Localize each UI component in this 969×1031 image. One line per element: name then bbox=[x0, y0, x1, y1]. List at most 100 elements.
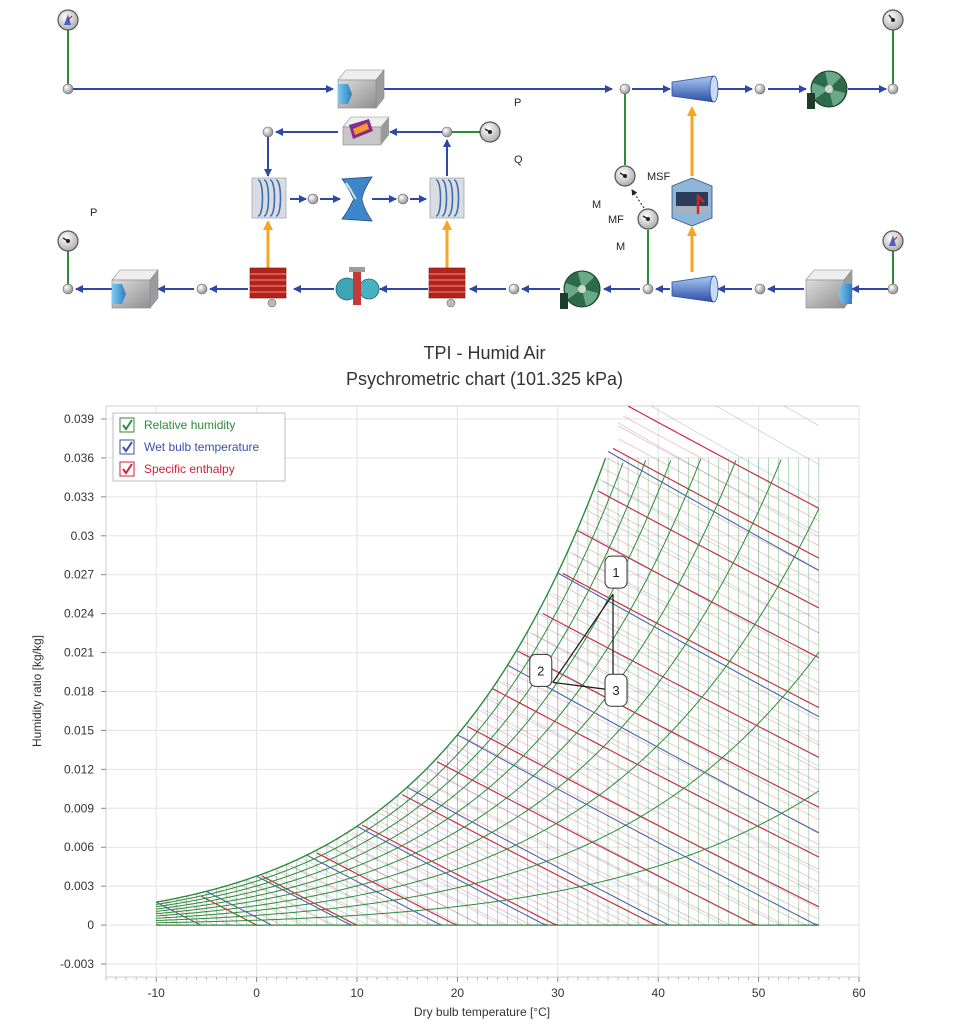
rh-curve bbox=[156, 460, 672, 910]
node[interactable] bbox=[62, 283, 74, 295]
air-source-gauge-icon[interactable] bbox=[882, 9, 904, 31]
duct-icon[interactable] bbox=[337, 69, 385, 109]
msf-gauge-icon[interactable] bbox=[614, 165, 636, 187]
enthalpy-line bbox=[472, 716, 819, 895]
legend-item-relative-humidity[interactable]: Relative humidity bbox=[119, 417, 235, 433]
state-point-2[interactable]: 2 bbox=[529, 653, 553, 687]
node[interactable] bbox=[62, 83, 74, 95]
node[interactable] bbox=[754, 83, 766, 95]
y-tick-label: 0.027 bbox=[64, 568, 94, 582]
y-tick-label: 0.039 bbox=[64, 412, 94, 426]
node[interactable] bbox=[262, 126, 274, 138]
enthalpy-line bbox=[291, 865, 408, 926]
x-tick-label: 50 bbox=[752, 986, 766, 1000]
enthalpy-line bbox=[612, 447, 820, 559]
wet-bulb-line bbox=[547, 593, 819, 743]
enthalpy-line bbox=[452, 743, 809, 926]
enthalpy-line bbox=[326, 845, 483, 926]
x-tick-label: 60 bbox=[852, 986, 866, 1000]
wet-bulb-line bbox=[356, 825, 548, 926]
rh-curve bbox=[156, 459, 782, 917]
legend-label: Relative humidity bbox=[144, 418, 235, 432]
label-msf: MSF bbox=[647, 171, 671, 183]
wet-bulb-line bbox=[487, 695, 819, 873]
state-point-label: 3 bbox=[612, 683, 619, 698]
label-p-left: P bbox=[90, 207, 97, 219]
wet-bulb-line bbox=[296, 859, 423, 926]
enthalpy-line bbox=[607, 458, 819, 571]
fan-icon[interactable] bbox=[560, 270, 601, 309]
state-point-label: 1 bbox=[612, 565, 619, 580]
node[interactable] bbox=[642, 283, 654, 295]
enthalpy-line bbox=[467, 725, 820, 908]
rh-curve bbox=[156, 459, 737, 915]
enthalpy-line bbox=[381, 809, 609, 926]
y-tick-label: 0.036 bbox=[64, 451, 94, 465]
enthalpy-line bbox=[181, 898, 237, 926]
label-q: Q bbox=[514, 154, 523, 166]
wet-bulb-line bbox=[366, 819, 573, 926]
enthalpy-line bbox=[482, 708, 819, 883]
legend-item-specific-enthalpy[interactable]: Specific enthalpy bbox=[119, 461, 235, 477]
legend-item-wet-bulb[interactable]: Wet bulb temperature bbox=[119, 439, 259, 455]
label-m2: M bbox=[616, 241, 625, 253]
air-source-gauge-icon[interactable] bbox=[57, 9, 79, 31]
nozzle-icon[interactable] bbox=[671, 75, 719, 103]
label-mf: MF bbox=[608, 214, 624, 226]
node[interactable] bbox=[887, 83, 899, 95]
y-tick-label: 0.033 bbox=[64, 490, 94, 504]
node[interactable] bbox=[754, 283, 766, 295]
enthalpy-line bbox=[447, 754, 784, 926]
chart-subtitle: Psychrometric chart (101.325 kPa) bbox=[345, 369, 624, 389]
rh-curve bbox=[156, 462, 624, 905]
psychrometric-chart: 1 2 3 -10 0 10 20 30 40 50 60 0.039 0.036 0.033 0.03 0… bbox=[30, 335, 866, 1019]
y-tick-label: 0.021 bbox=[64, 646, 94, 660]
state-point-1[interactable]: 1 bbox=[604, 555, 628, 589]
pump-icon[interactable] bbox=[335, 267, 380, 305]
y-tick-label: 0.024 bbox=[64, 607, 94, 621]
node[interactable] bbox=[441, 126, 453, 138]
axis-ticks: -10 0 10 20 30 40 50 600.0390.0360.0330.030.027… bbox=[60, 412, 866, 1000]
enthalpy-line bbox=[401, 794, 659, 926]
state-point-3[interactable]: 3 bbox=[604, 673, 628, 707]
wet-bulb-line bbox=[336, 838, 503, 926]
node[interactable] bbox=[508, 283, 520, 295]
node[interactable] bbox=[397, 193, 409, 205]
wet-bulb-line bbox=[527, 631, 819, 790]
node[interactable] bbox=[196, 283, 208, 295]
checkbox-icon bbox=[122, 419, 133, 431]
heater-icon[interactable] bbox=[249, 267, 287, 308]
fan-icon[interactable] bbox=[807, 70, 848, 109]
coil-icon[interactable] bbox=[429, 177, 465, 219]
outlet-gauge-icon[interactable] bbox=[57, 230, 79, 252]
humidifier-icon[interactable] bbox=[671, 177, 713, 227]
enthalpy-line bbox=[361, 824, 558, 926]
wet-bulb-line bbox=[668, 335, 819, 342]
mf-gauge-icon[interactable] bbox=[637, 208, 659, 230]
y-tick-label: 0.012 bbox=[64, 762, 94, 776]
wet-bulb-line bbox=[386, 803, 619, 926]
enthalpy-line bbox=[351, 832, 533, 926]
nozzle-icon[interactable] bbox=[671, 275, 719, 303]
wet-bulb-line bbox=[715, 406, 819, 465]
duct-icon[interactable] bbox=[111, 269, 159, 309]
heater-icon[interactable] bbox=[428, 267, 466, 308]
node[interactable] bbox=[307, 193, 319, 205]
signal-line bbox=[631, 189, 645, 209]
process-line bbox=[552, 593, 614, 683]
y-tick-label: 0.015 bbox=[64, 723, 94, 737]
chart-title: TPI - Humid Air bbox=[423, 343, 546, 363]
compressor-icon[interactable] bbox=[342, 116, 390, 146]
enthalpy-line bbox=[547, 603, 819, 746]
node[interactable] bbox=[619, 83, 631, 95]
enthalpy-line bbox=[522, 640, 819, 796]
coil-icon[interactable] bbox=[251, 177, 287, 219]
pressure-gauge-icon[interactable] bbox=[479, 121, 501, 143]
air-source-gauge-icon[interactable] bbox=[882, 230, 904, 252]
node[interactable] bbox=[887, 283, 899, 295]
enthalpy-line bbox=[341, 840, 508, 926]
state-point-label: 2 bbox=[537, 663, 544, 678]
enthalpy-line bbox=[562, 572, 820, 709]
duct-icon[interactable] bbox=[805, 269, 853, 309]
expansion-valve-icon[interactable] bbox=[341, 176, 373, 222]
